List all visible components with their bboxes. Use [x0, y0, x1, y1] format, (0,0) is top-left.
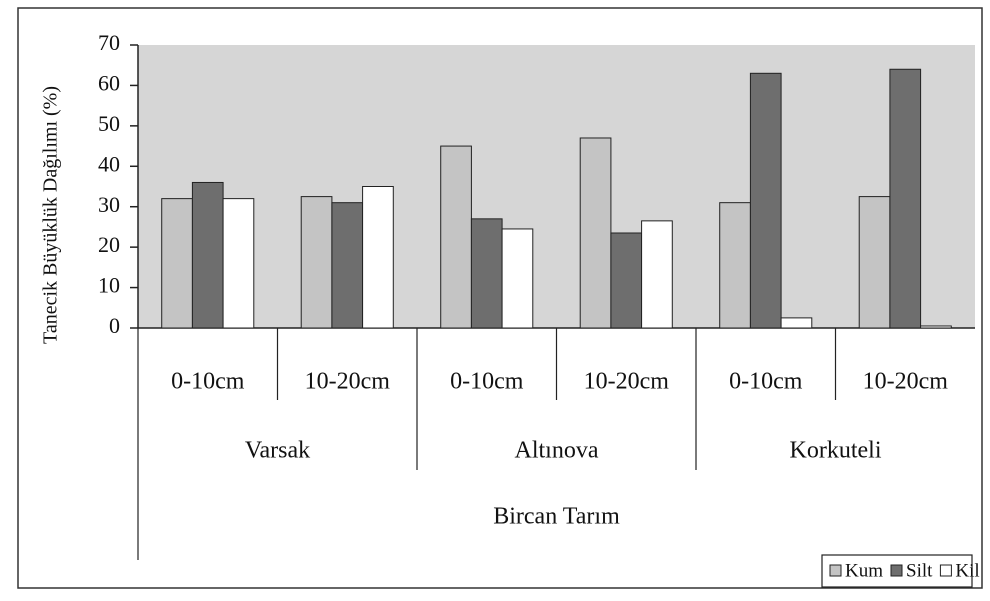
bar: [161, 198, 193, 329]
bar: [440, 145, 472, 329]
x-tick-label: 10-20cm: [863, 369, 949, 395]
group-label: Altınova: [515, 438, 599, 464]
x-tick-label: 10-20cm: [305, 369, 391, 395]
bar: [362, 186, 394, 329]
bar: [222, 198, 255, 329]
x-tick-label: 0-10cm: [729, 369, 803, 395]
bar: [300, 196, 333, 329]
top-group-label: Bircan Tarım: [493, 504, 620, 530]
legend-swatch: [890, 564, 903, 577]
bar: [501, 228, 534, 329]
bar: [641, 220, 673, 329]
y-tick-label: 50: [98, 111, 120, 136]
bar: [749, 72, 782, 329]
x-tick-label: 0-10cm: [171, 369, 245, 395]
legend-swatch: [829, 564, 842, 577]
bar: [719, 202, 751, 329]
bar: [191, 181, 224, 329]
y-tick-label: 60: [98, 70, 120, 95]
bar: [579, 137, 612, 329]
bar: [920, 325, 952, 329]
bar: [331, 202, 364, 329]
y-tick-label: 30: [98, 192, 120, 217]
legend-label: Silt: [906, 560, 933, 581]
bar: [780, 317, 813, 329]
x-tick-label: 10-20cm: [584, 369, 670, 395]
x-tick-label: 0-10cm: [450, 369, 524, 395]
group-label: Varsak: [245, 438, 310, 464]
bar: [858, 196, 891, 329]
y-axis-label: Tanecik Büyüklük Dağılımı (%): [40, 86, 62, 344]
y-tick-label: 70: [98, 30, 120, 55]
y-tick-label: 10: [98, 273, 120, 298]
bar: [610, 232, 643, 329]
plot-area: [138, 45, 975, 328]
y-tick-label: 20: [98, 232, 120, 257]
group-label: Korkuteli: [790, 438, 882, 464]
y-tick-label: 40: [98, 151, 120, 176]
bar: [889, 68, 922, 329]
legend-swatch: [939, 564, 952, 577]
bar: [470, 218, 503, 329]
legend-label: Kum: [845, 560, 883, 581]
legend-label: Kil: [955, 560, 979, 581]
y-tick-label: 0: [109, 313, 120, 338]
